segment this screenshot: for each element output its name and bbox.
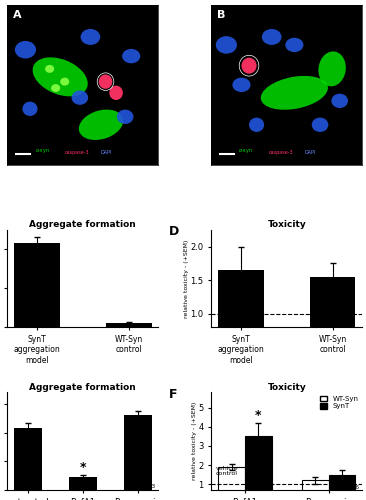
Ellipse shape bbox=[285, 38, 303, 52]
Ellipse shape bbox=[312, 118, 328, 132]
Bar bbox=[14, 244, 60, 328]
Text: mock
control: mock control bbox=[217, 310, 239, 320]
Text: n=6/6: n=6/6 bbox=[340, 484, 359, 489]
Ellipse shape bbox=[242, 58, 257, 74]
Ellipse shape bbox=[81, 29, 100, 45]
Bar bbox=[124, 416, 152, 490]
Title: Aggregate formation: Aggregate formation bbox=[30, 220, 136, 229]
Ellipse shape bbox=[262, 29, 281, 45]
Ellipse shape bbox=[318, 52, 346, 86]
Text: $\alpha$-syn: $\alpha$-syn bbox=[239, 147, 254, 155]
Text: n=3: n=3 bbox=[142, 484, 156, 489]
Text: A: A bbox=[14, 10, 22, 20]
Bar bbox=[106, 324, 152, 328]
Title: Aggregate formation: Aggregate formation bbox=[30, 382, 136, 392]
Bar bbox=[245, 436, 272, 500]
Text: $\alpha$-syn: $\alpha$-syn bbox=[34, 147, 50, 155]
Bar bbox=[218, 467, 245, 500]
Ellipse shape bbox=[331, 94, 348, 108]
Ellipse shape bbox=[79, 110, 123, 140]
Text: B: B bbox=[217, 10, 226, 20]
Bar bbox=[218, 270, 264, 381]
Title: Toxicity: Toxicity bbox=[268, 382, 306, 392]
Ellipse shape bbox=[60, 78, 69, 86]
Y-axis label: relative toxicity - (+SEM): relative toxicity - (+SEM) bbox=[192, 402, 197, 480]
Text: DAPI: DAPI bbox=[101, 150, 112, 155]
Text: *: * bbox=[255, 409, 262, 422]
Text: caspase-3: caspase-3 bbox=[269, 150, 293, 155]
Bar bbox=[69, 477, 97, 490]
Bar bbox=[302, 480, 329, 500]
Bar bbox=[310, 277, 355, 381]
Ellipse shape bbox=[45, 65, 54, 73]
Ellipse shape bbox=[22, 102, 38, 116]
Ellipse shape bbox=[261, 76, 328, 110]
Ellipse shape bbox=[117, 110, 134, 124]
Ellipse shape bbox=[51, 84, 60, 92]
Text: F: F bbox=[169, 388, 178, 400]
Ellipse shape bbox=[122, 49, 140, 64]
Ellipse shape bbox=[71, 90, 88, 105]
Ellipse shape bbox=[216, 36, 237, 54]
Text: D: D bbox=[169, 225, 179, 238]
Ellipse shape bbox=[232, 78, 251, 92]
Y-axis label: relative toxicity - (+SEM): relative toxicity - (+SEM) bbox=[184, 240, 189, 318]
Ellipse shape bbox=[33, 58, 88, 96]
Ellipse shape bbox=[99, 74, 112, 89]
Bar bbox=[14, 428, 42, 490]
Text: DAPI: DAPI bbox=[305, 150, 316, 155]
Ellipse shape bbox=[15, 41, 36, 58]
Ellipse shape bbox=[249, 118, 264, 132]
Bar bbox=[329, 474, 355, 500]
Ellipse shape bbox=[109, 86, 123, 100]
Title: Toxicity: Toxicity bbox=[268, 220, 306, 229]
Text: vehicle
control: vehicle control bbox=[216, 466, 238, 476]
Text: caspase-3: caspase-3 bbox=[65, 150, 89, 155]
Text: *: * bbox=[80, 462, 86, 474]
Legend: WT-Syn, SynT: WT-Syn, SynT bbox=[320, 396, 359, 409]
